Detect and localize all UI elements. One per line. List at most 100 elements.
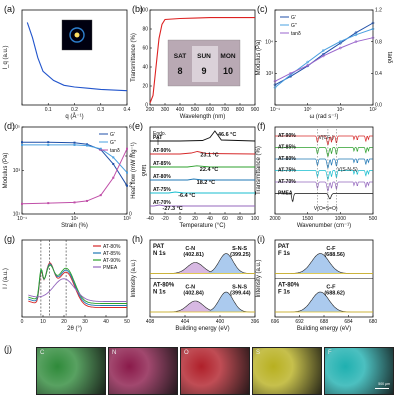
data-point — [289, 71, 292, 75]
panel-i: (i) 696 692 688 684 680 Building energy (eV) In… — [256, 234, 377, 332]
x-tick-label: 400 — [216, 319, 225, 325]
calendar-day-2: MON — [220, 53, 235, 60]
x-tick-label: 20 — [192, 216, 198, 222]
data-point — [47, 141, 50, 144]
y-axis-label: Modulus (Pa) — [3, 153, 9, 189]
tg-annotation: -27.3 °C — [163, 206, 183, 212]
x-axis-label: 2θ (°) — [67, 326, 82, 332]
tg-annotation: 46.6 °C — [218, 132, 236, 138]
y-axis-label: I_q (a.u.) — [3, 45, 9, 69]
y-tick-label: 0.4 — [375, 71, 382, 77]
y-tick-label: 100 — [140, 8, 149, 14]
dsc-curve-2 — [150, 165, 255, 168]
ftir-series-label: AT-80% — [278, 156, 296, 162]
y2-axis-label: tanδ — [386, 52, 392, 64]
element-map-O: O — [180, 347, 250, 395]
y-axis-label: Modulus (Pa) — [256, 40, 262, 76]
y-tick-label: 10³ — [266, 71, 274, 77]
panel-f: (f) 2000 1500 1000 500 Wavenumber (cm⁻¹) Trans… — [256, 121, 377, 229]
dsc-series-label: AT-70% — [153, 200, 171, 206]
x-tick-label: 1500 — [302, 216, 313, 222]
element-symbol: S — [256, 350, 261, 356]
data-point — [321, 54, 325, 58]
x-tick-label: 200 — [146, 107, 155, 113]
legend-entry: AT-85% — [103, 251, 121, 257]
y-tick-label: 10⁵ — [12, 125, 20, 131]
calendar-date-0: 8 — [177, 66, 182, 76]
series-0 — [274, 22, 374, 86]
y-tick-label: 10³ — [13, 168, 21, 174]
x-tick-label: 900 — [251, 107, 260, 113]
peak-energy: (402.84) — [183, 291, 204, 297]
x-axis-label: Building energy (eV) — [297, 326, 351, 332]
panel-label-d: (d) — [4, 121, 15, 131]
peak-energy: (399.25) — [230, 252, 251, 258]
data-point — [86, 143, 89, 146]
x-axis-label: Wavelength (nm) — [180, 114, 225, 120]
scale-bar-label: 500 μm — [378, 382, 390, 386]
element-map-S: S — [252, 347, 322, 395]
x-tick-label: 700 — [221, 107, 230, 113]
plot-frame — [149, 9, 256, 106]
data-point — [126, 147, 128, 150]
ftir-spectrum-2 — [275, 158, 373, 169]
y-tick-label: 0.8 — [375, 39, 382, 45]
x-tick-label: 20 — [61, 319, 67, 325]
dsc-curve-1 — [150, 151, 255, 155]
tg-annotation: 18.2 °C — [197, 180, 215, 186]
data-point — [273, 86, 277, 89]
x-tick-label: 50 — [124, 319, 130, 325]
ftir-spectrum-4 — [275, 181, 373, 192]
x-tick-label: 10⁻¹ — [17, 216, 27, 222]
xps-core-level: F 1s — [278, 251, 291, 257]
ftir-spectrum-3 — [275, 170, 373, 181]
dsc-curve-0 — [150, 130, 255, 142]
xps-sample-label: PAT — [153, 244, 164, 250]
y-tick-label: 1.2 — [375, 8, 382, 14]
data-point — [21, 143, 23, 146]
ftir-series-label: AT-70% — [278, 179, 296, 185]
endo-label: Endo. — [153, 131, 166, 137]
element-map-C: C — [36, 347, 106, 395]
x-tick-label: 10³ — [123, 216, 131, 222]
legend-entry: tanδ — [291, 31, 301, 37]
element-symbol: O — [184, 350, 189, 356]
peak-label: V(O=S=O) — [314, 206, 338, 212]
data-point — [112, 176, 115, 179]
data-point — [321, 49, 325, 52]
peak-label: V(CF₃) — [318, 135, 334, 141]
x-tick-label: 396 — [251, 319, 260, 325]
x-axis-label: ω (rad s⁻¹) — [310, 114, 339, 120]
data-point — [126, 171, 128, 174]
legend-entry: tanδ — [110, 148, 120, 154]
panel-h: (h) 408 404 400 396 Building energy (eV) Inten… — [131, 234, 259, 332]
y-axis-label: Intensity (a.u.) — [256, 259, 262, 297]
y-tick-label: 10⁴ — [265, 39, 273, 45]
scattering-ring — [69, 27, 85, 43]
ftir-series-label: AT-90% — [278, 133, 296, 139]
transmittance-curve — [149, 17, 255, 104]
panel-label-e: (e) — [132, 121, 143, 131]
xrd-pattern-2 — [28, 264, 127, 304]
y2-axis-label: tanδ — [140, 165, 146, 177]
x-tick-label: 0.4 — [124, 107, 131, 113]
legend-entry: G' — [291, 15, 296, 21]
x-tick-label: 60 — [222, 216, 228, 222]
x-tick-label: 80 — [237, 216, 243, 222]
x-tick-label: 10⁰ — [304, 107, 312, 113]
calendar-date-2: 10 — [223, 66, 233, 76]
x-tick-label: 10¹ — [337, 107, 345, 113]
x-tick-label: 0.3 — [97, 107, 104, 113]
x-tick-label: 680 — [369, 319, 378, 325]
ftir-series-label: AT-85% — [278, 145, 296, 151]
x-axis-label: Strain (%) — [61, 223, 88, 229]
data-point — [354, 40, 358, 44]
calendar-day-1: SUN — [197, 53, 211, 60]
data-point — [21, 141, 23, 144]
data-point — [371, 27, 375, 31]
element-map-N: N — [108, 347, 178, 395]
y-tick-label: 0.0 — [375, 103, 382, 109]
panel-label-f: (f) — [257, 121, 266, 131]
ftir-series-label: PMEA — [278, 191, 293, 197]
